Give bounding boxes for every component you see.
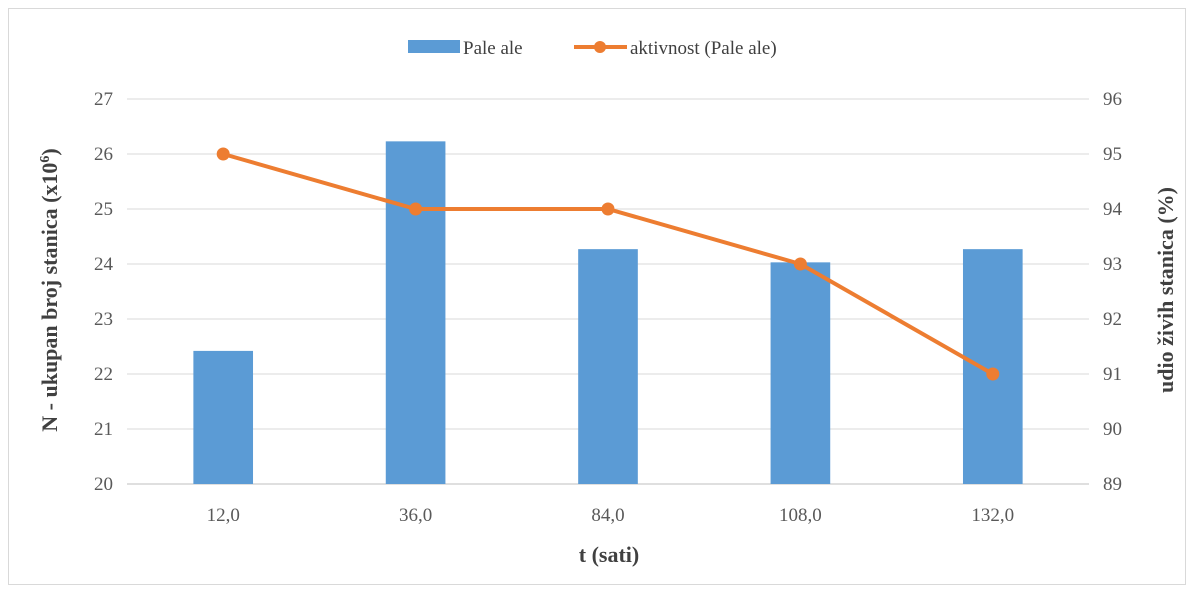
legend-marker-aktivnost <box>594 41 606 53</box>
left-tick-label: 22 <box>94 364 113 385</box>
x-tick-label: 108,0 <box>779 505 822 526</box>
line-point <box>409 202 423 216</box>
right-axis-ticks: 89 90 91 92 93 94 95 96 <box>1103 89 1123 495</box>
right-tick-label: 93 <box>1103 254 1122 275</box>
right-tick-label: 96 <box>1103 89 1122 110</box>
right-tick-label: 90 <box>1103 419 1122 440</box>
left-tick-label: 20 <box>94 474 113 495</box>
bar <box>770 262 831 484</box>
line-point <box>793 257 807 271</box>
right-tick-label: 89 <box>1103 474 1122 495</box>
x-tick-label: 132,0 <box>971 505 1014 526</box>
left-tick-label: 26 <box>94 144 113 165</box>
line-point <box>216 147 230 161</box>
left-tick-label: 24 <box>94 254 114 275</box>
legend-swatch-pale-ale <box>408 40 460 53</box>
x-tick-label: 12,0 <box>207 505 240 526</box>
left-tick-label: 25 <box>94 199 113 220</box>
left-axis-title: N - ukupan broj stanica (x106) <box>37 148 62 431</box>
right-tick-label: 92 <box>1103 309 1122 330</box>
right-tick-label: 95 <box>1103 144 1122 165</box>
x-axis-ticks: 12,0 36,0 84,0 108,0 132,0 <box>207 505 1015 526</box>
bar <box>578 249 638 484</box>
left-axis-ticks: 20 21 22 23 24 25 26 27 <box>94 89 114 495</box>
x-tick-label: 36,0 <box>399 505 432 526</box>
right-tick-label: 94 <box>1103 199 1123 220</box>
left-tick-label: 23 <box>94 309 113 330</box>
left-tick-label: 21 <box>94 419 113 440</box>
legend-label-aktivnost: aktivnost (Pale ale) <box>630 38 777 59</box>
right-axis-title: udio živih stanica (%) <box>1153 187 1178 393</box>
bar-series <box>193 141 1023 484</box>
line-point <box>601 202 615 216</box>
line-series <box>216 147 1000 381</box>
bar <box>193 350 254 484</box>
line-point <box>986 367 1000 381</box>
legend: Pale ale aktivnost (Pale ale) <box>408 38 777 59</box>
bar <box>962 249 1023 484</box>
legend-label-pale-ale: Pale ale <box>463 38 523 59</box>
right-tick-label: 91 <box>1103 364 1122 385</box>
bar <box>385 141 446 484</box>
x-tick-label: 84,0 <box>591 505 624 526</box>
x-axis-title: t (sati) <box>579 542 639 567</box>
left-tick-label: 27 <box>94 89 113 110</box>
